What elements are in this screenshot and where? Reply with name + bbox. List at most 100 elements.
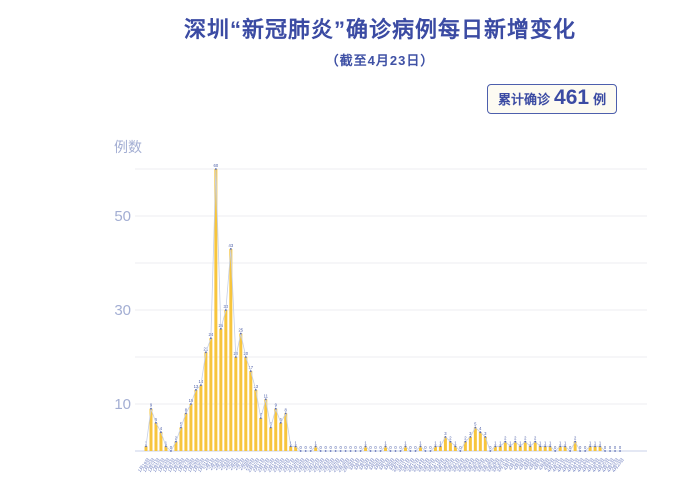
data-point-dot [444, 436, 447, 438]
bar [523, 441, 527, 451]
bar-value-label: 17 [248, 365, 253, 370]
y-tick-30: 30 [114, 302, 131, 319]
data-point-dot [155, 421, 157, 424]
data-point-dot [334, 450, 337, 452]
data-point-dot [514, 440, 517, 443]
data-point-dot [269, 426, 272, 429]
bar [209, 338, 213, 451]
bar-value-label: 26 [219, 323, 224, 328]
bar [259, 418, 263, 451]
bar-value-label: 1 [539, 440, 542, 445]
data-point-dot [544, 445, 547, 448]
data-point-dot [279, 421, 282, 424]
data-point-dot [209, 337, 212, 340]
data-point-dot [185, 412, 187, 415]
bar-value-label: 9 [275, 403, 278, 408]
bar-value-label: 0 [369, 445, 372, 450]
data-point-dot [489, 450, 492, 452]
data-point-dot [229, 248, 232, 250]
bar-value-label: 0 [309, 445, 312, 450]
bar-value-label: 0 [339, 445, 342, 450]
data-point-dot [324, 450, 327, 452]
data-point-dot [484, 436, 487, 438]
bar-value-label: 0 [300, 445, 303, 450]
bar-value-label: 1 [564, 440, 567, 445]
bar [433, 446, 437, 451]
data-point-dot [175, 440, 177, 443]
data-point-dot [434, 445, 437, 448]
bar-value-label: 0 [409, 445, 412, 450]
data-point-dot [459, 450, 462, 452]
badge-unit: 例 [593, 92, 607, 107]
bar [224, 310, 228, 451]
data-point-dot [259, 417, 262, 419]
data-point-dot [464, 440, 467, 443]
data-point-dot [339, 450, 342, 452]
cumulative-total-badge: 累计确诊 461 例 [487, 84, 618, 114]
data-point-dot [469, 436, 472, 438]
data-point-dot [239, 332, 242, 335]
data-point-dot [439, 445, 442, 448]
bar-value-label: 9 [150, 403, 153, 408]
bar [199, 385, 203, 451]
data-point-dot [599, 445, 601, 448]
bar [249, 371, 253, 451]
data-point-dot [424, 450, 427, 452]
data-point-dot [314, 445, 317, 448]
bar [473, 427, 477, 451]
bar [164, 446, 168, 451]
bar-value-label: 0 [305, 445, 308, 450]
bar-value-label: 5 [270, 422, 273, 427]
bar [468, 436, 472, 451]
bar-value-label: 1 [499, 440, 502, 445]
bar [214, 169, 218, 451]
data-point-dot [374, 450, 377, 452]
bar-value-label: 20 [233, 351, 238, 356]
bar-value-label: 0 [414, 445, 417, 450]
bar [154, 422, 158, 451]
bar-value-label: 1 [419, 440, 422, 445]
bar [314, 446, 318, 451]
page-title: 深圳“新冠肺炎”确诊病例每日新增变化 [183, 17, 576, 42]
bar [538, 446, 542, 451]
bar-value-label: 13 [253, 384, 258, 389]
bar-value-label: 11 [264, 393, 269, 398]
data-point-dot [359, 450, 362, 452]
data-point-dot [559, 445, 562, 448]
bar-value-label: 3 [484, 431, 487, 436]
bar-value-label: 2 [504, 436, 507, 441]
bar [284, 413, 288, 451]
bar-value-label: 1 [404, 440, 407, 445]
data-point-dot [409, 450, 412, 452]
data-point-dot [404, 445, 407, 448]
data-point-dot [219, 327, 222, 330]
data-point-dot [614, 450, 616, 452]
data-point-dot [579, 450, 582, 452]
bar [453, 446, 457, 451]
bar-value-label: 21 [204, 346, 209, 351]
data-point-dot [329, 450, 332, 452]
badge-label: 累计确诊 [498, 92, 551, 107]
bar-value-label: 0 [334, 445, 337, 450]
data-point-dot [534, 440, 537, 443]
bar-value-label: 0 [389, 445, 392, 450]
bar-value-label: 0 [349, 445, 352, 450]
data-point-dot [509, 445, 512, 448]
bar [598, 446, 602, 451]
bar [573, 441, 577, 451]
bar [448, 441, 452, 451]
bar [513, 441, 517, 451]
bar-value-label: 0 [489, 445, 492, 450]
data-point-dot [474, 426, 477, 429]
data-point-dot [479, 431, 482, 434]
bar-value-label: 2 [514, 436, 517, 441]
bar-value-label: 1 [454, 440, 457, 445]
bar [463, 441, 467, 451]
bar-value-label: 13 [194, 384, 199, 389]
bar [478, 432, 482, 451]
bar-value-label: 1 [295, 440, 298, 445]
data-point-dot [454, 445, 457, 448]
data-point-dot [369, 450, 372, 452]
bar [204, 352, 208, 451]
